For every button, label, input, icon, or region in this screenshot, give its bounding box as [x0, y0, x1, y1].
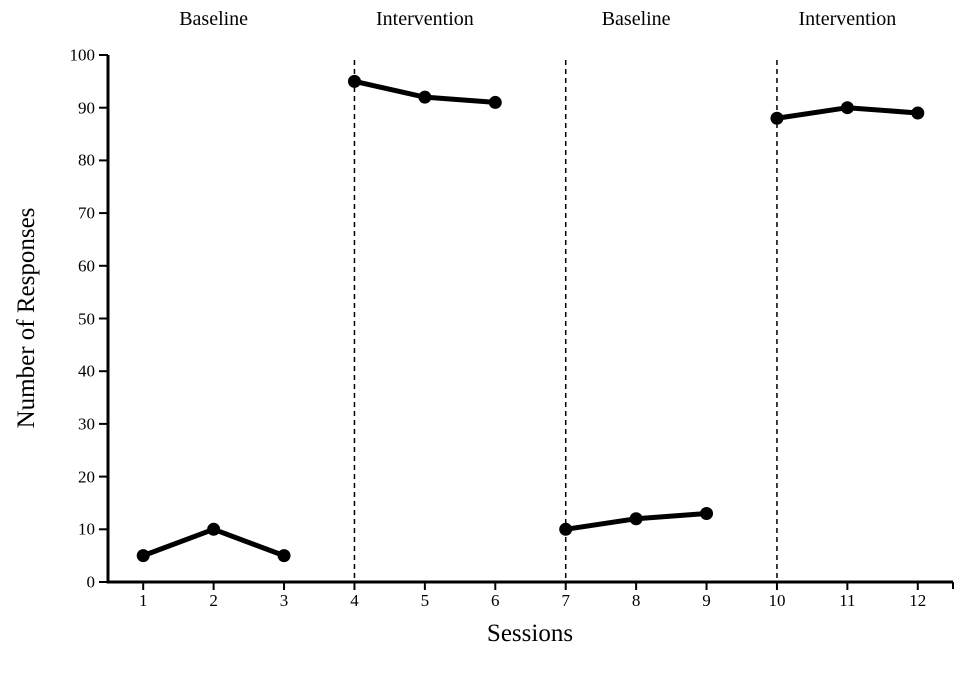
phase-label: Intervention — [798, 8, 897, 30]
y-tick-label: 80 — [78, 150, 95, 170]
phase-label: Baseline — [601, 8, 671, 30]
x-tick-label: 1 — [138, 591, 148, 610]
x-tick-label: 4 — [350, 591, 359, 610]
data-point-marker — [418, 90, 432, 104]
x-tick-label: 11 — [839, 591, 856, 610]
data-point-marker — [840, 101, 854, 115]
x-tick-label: 10 — [768, 591, 786, 610]
data-point-marker — [277, 549, 291, 563]
y-tick-label: 10 — [78, 519, 95, 539]
phase-label: Intervention — [376, 8, 474, 30]
y-tick-label: 90 — [78, 98, 95, 118]
x-tick-label: 12 — [909, 591, 927, 610]
data-point-marker — [136, 549, 150, 563]
data-point-marker — [559, 522, 573, 536]
y-tick-label: 40 — [78, 361, 95, 381]
x-tick-label: 9 — [702, 591, 711, 610]
y-tick-label: 0 — [86, 572, 96, 592]
x-tick-label: 8 — [631, 591, 641, 610]
y-axis-title: Number of Responses — [13, 207, 40, 429]
phase-label: Baseline — [179, 8, 249, 30]
y-tick-label: 70 — [78, 203, 95, 223]
data-point-marker — [770, 111, 784, 125]
data-point-marker — [488, 95, 502, 109]
y-tick-label: 30 — [78, 414, 95, 434]
y-tick-label: 50 — [78, 309, 95, 328]
x-tick-label: 7 — [561, 591, 570, 610]
x-tick-label: 2 — [209, 591, 218, 610]
data-point-marker — [207, 522, 221, 536]
x-axis-title: Sessions — [486, 620, 574, 647]
x-tick-label: 3 — [279, 591, 289, 610]
data-point-marker — [347, 74, 361, 88]
x-tick-label: 6 — [491, 591, 500, 610]
y-tick-label: 20 — [78, 467, 95, 487]
x-tick-label: 5 — [420, 591, 430, 610]
y-tick-label: 60 — [78, 256, 95, 276]
data-point-marker — [629, 512, 643, 526]
data-point-marker — [700, 506, 714, 520]
data-point-marker — [911, 106, 925, 120]
y-tick-label: 100 — [69, 45, 96, 65]
